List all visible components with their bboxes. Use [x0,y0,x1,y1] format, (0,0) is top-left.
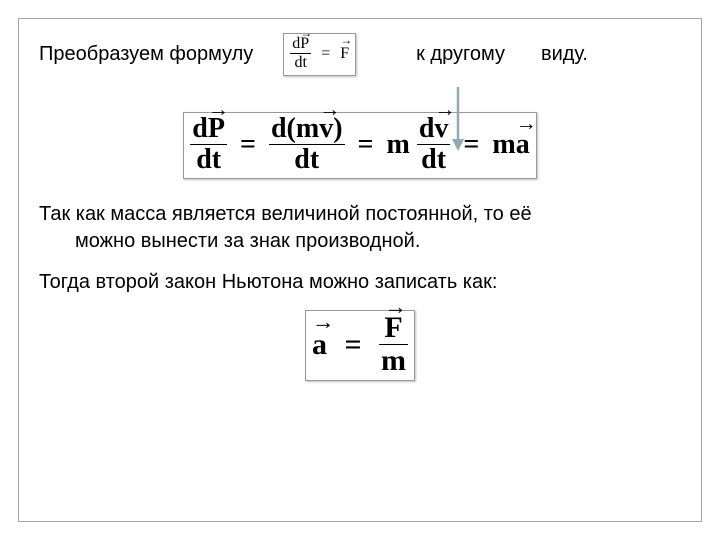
term2: d(mv) dt [269,115,345,174]
term4: ma [492,129,529,161]
slide: Преобразуем формулу dP dt = F к другому … [0,0,720,540]
then-para: Тогда второй закон Ньютона можно записат… [39,269,681,296]
derivation-row: dP dt = d(mv) dt = m dv dt [39,112,681,179]
final-rhs: F m [379,313,408,376]
equals: = [315,43,336,65]
para2-line2: можно вынести за знак производной. [39,228,681,255]
intro-right: к другому [416,41,505,68]
frac-dp-dt: dP dt [290,36,311,71]
term3-coef: m [386,129,409,161]
intro-cont: виду. [505,41,588,68]
final-lhs: a [312,328,327,362]
d-prefix: d [292,35,300,52]
final-row: a = F m [39,310,681,381]
formula-small: dP dt = F [283,33,356,76]
formula-final: a = F m [305,310,415,381]
vec-f: F [340,43,349,65]
formula-derivation: dP dt = d(mv) dt = m dv dt [183,112,536,179]
term3-frac: dv dt [417,115,451,174]
vec-p: P [300,36,309,52]
intro-line: Преобразуем формулу dP dt = F к другому … [39,33,681,76]
content-frame: Преобразуем формулу dP dt = F к другому … [18,18,702,522]
para2-line1: Так как масса является величиной постоян… [39,203,532,225]
den-dt: dt [290,54,311,71]
term1: dP dt [190,115,227,174]
mass-const-para: Так как масса является величиной постоян… [39,201,681,255]
intro-left: Преобразуем формулу [39,41,253,68]
